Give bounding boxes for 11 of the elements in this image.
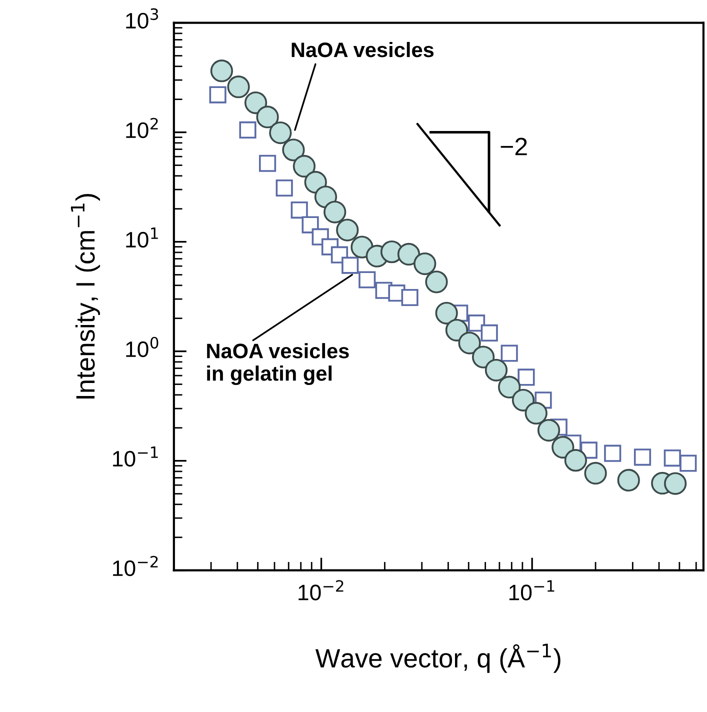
x-axis-title: Wave vector, q (Å$^{−1}$) xyxy=(315,644,560,673)
y-tick-label: 10$^{1}$ xyxy=(126,228,158,248)
y-tick-label: 10$^{3}$ xyxy=(126,8,158,29)
y-tick-label: 10$^{0}$ xyxy=(126,336,158,358)
annotation: NaOA vesicles in gelatin gel xyxy=(207,343,349,386)
y-tick-label: 10$^{−1}$ xyxy=(113,446,158,467)
y-tick-label: 10$^{−2}$ xyxy=(113,556,158,576)
y-axis-title: Intensity, I (cm$^{−1}$) xyxy=(70,194,100,398)
annotation: NaOA vesicles xyxy=(292,42,434,58)
annotation: −2 xyxy=(500,138,527,156)
y-tick-label: 10$^{2}$ xyxy=(126,118,158,138)
